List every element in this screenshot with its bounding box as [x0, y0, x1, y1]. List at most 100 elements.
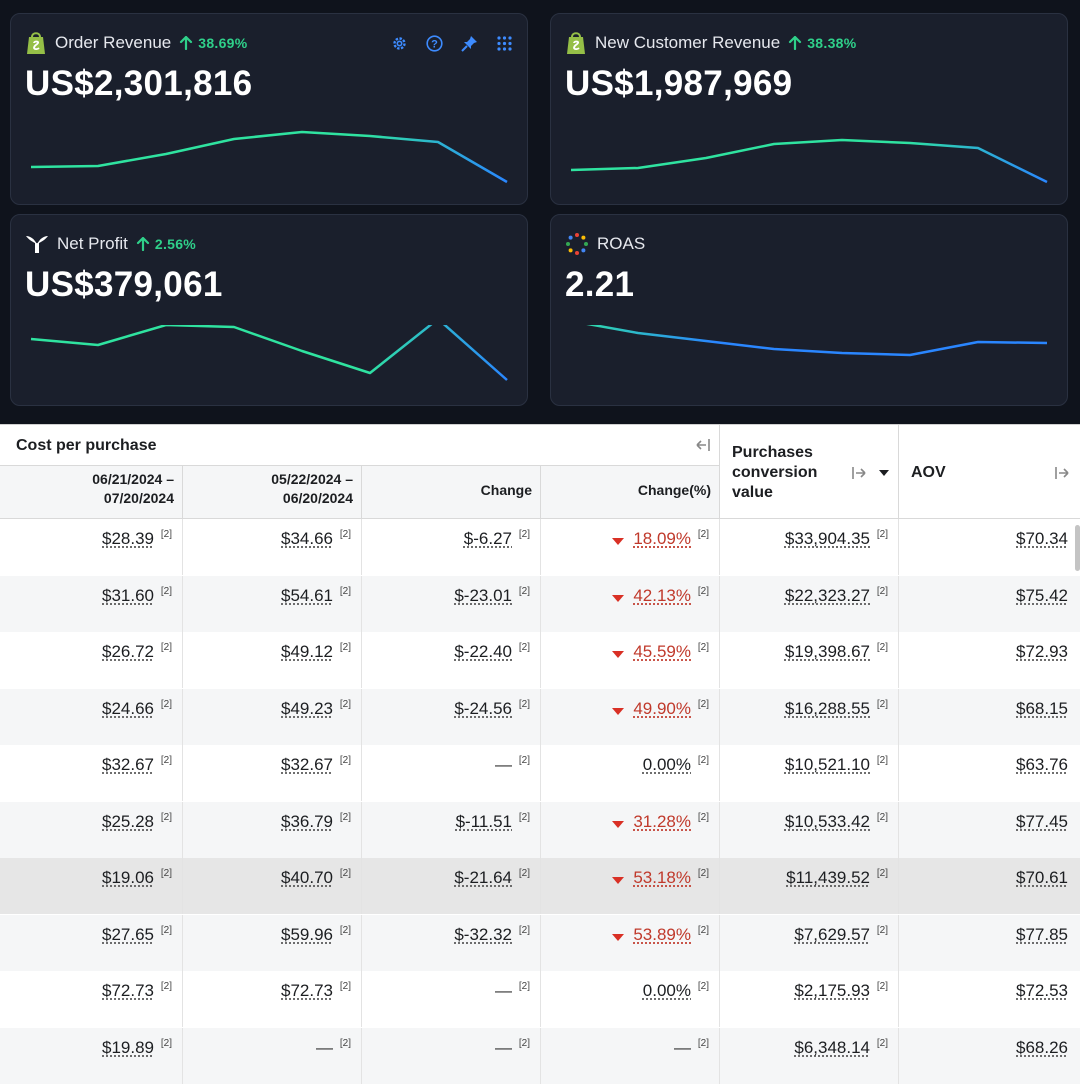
table-row[interactable]: $72.73 [2] $72.73 [2] — [2] 0.00% [2] $2,175.93 [… [0, 971, 1080, 1027]
cell-value[interactable]: $-22.40 [454, 642, 512, 661]
footnote-marker[interactable]: [2] [339, 585, 351, 597]
cell-value[interactable]: 53.89% [633, 924, 691, 944]
footnote-marker[interactable]: [2] [339, 811, 351, 823]
footnote-marker[interactable]: [2] [518, 529, 530, 540]
table-row[interactable]: $19.06 [2] $40.70 [2] $-21.64 [2] 53.18% [2] $11… [0, 858, 1080, 914]
footnote-marker[interactable]: [2] [697, 642, 709, 653]
cell-value[interactable]: $-32.32 [454, 924, 512, 944]
vertical-scrollbar[interactable] [1075, 525, 1080, 571]
footnote-marker[interactable]: [2] [697, 811, 709, 823]
cell-value[interactable]: $26.72 [102, 642, 154, 661]
cell-value[interactable]: $40.70 [281, 868, 333, 887]
footnote-marker[interactable]: [2] [339, 1037, 351, 1049]
table-row[interactable]: $32.67 [2] $32.67 [2] — [2] 0.00% [2] $10,521.10… [0, 745, 1080, 801]
cell-value[interactable]: 53.18% [633, 868, 691, 887]
footnote-marker[interactable]: [2] [160, 981, 172, 992]
cell-value[interactable]: 18.09% [633, 529, 691, 548]
footnote-marker[interactable]: [2] [876, 529, 888, 540]
footnote-marker[interactable]: [2] [518, 811, 530, 823]
cell-value[interactable]: $36.79 [281, 811, 333, 831]
cell-value[interactable]: $7,629.57 [794, 924, 870, 944]
cell-value[interactable]: $-23.01 [454, 585, 512, 605]
cell-value[interactable]: $77.45 [1016, 811, 1068, 831]
order-revenue-card[interactable]: Order Revenue 38.69% ? US$2,301 [10, 13, 528, 205]
cell-value[interactable]: $59.96 [281, 924, 333, 944]
footnote-marker[interactable]: [2] [697, 981, 709, 992]
footnote-marker[interactable]: [2] [339, 755, 351, 766]
cell-value[interactable]: $72.73 [281, 981, 333, 1000]
column-header-purchases-conversion-value[interactable]: Purchases conversion value [720, 425, 899, 519]
footnote-marker[interactable]: [2] [876, 755, 888, 766]
pin-icon[interactable] [461, 35, 478, 52]
help-icon[interactable]: ? [426, 34, 443, 52]
table-row[interactable]: $25.28 [2] $36.79 [2] $-11.51 [2] 31.28% [2] $10… [0, 801, 1080, 858]
cell-value[interactable]: $19,398.67 [784, 642, 870, 661]
footnote-marker[interactable]: [2] [339, 642, 351, 653]
column-header-change[interactable]: Change [362, 466, 541, 519]
table-row[interactable]: $24.66 [2] $49.23 [2] $-24.56 [2] 49.90% [2] $16… [0, 688, 1080, 745]
footnote-marker[interactable]: [2] [518, 981, 530, 992]
column-header-current-period[interactable]: 06/21/2024 – 07/20/2024 [0, 466, 183, 519]
cell-value[interactable]: $77.85 [1016, 924, 1068, 944]
footnote-marker[interactable]: [2] [876, 868, 888, 879]
column-header-previous-period[interactable]: 05/22/2024 – 06/20/2024 [183, 466, 362, 519]
cell-value[interactable]: $10,521.10 [784, 755, 870, 774]
collapse-column-icon[interactable] [695, 437, 711, 453]
cell-value[interactable]: 31.28% [633, 811, 691, 831]
cell-value[interactable]: $32.67 [281, 755, 333, 774]
gear-icon[interactable] [391, 35, 408, 52]
footnote-marker[interactable]: [2] [518, 698, 530, 710]
cell-value[interactable]: $32.67 [102, 755, 154, 774]
footnote-marker[interactable]: [2] [876, 642, 888, 653]
cell-value[interactable]: $72.93 [1016, 642, 1068, 661]
net-profit-card[interactable]: Net Profit 2.56% US$379,061 [10, 214, 528, 406]
footnote-marker[interactable]: [2] [876, 924, 888, 936]
cell-value[interactable]: $-11.51 [455, 811, 512, 831]
cell-value[interactable]: $33,904.35 [784, 529, 870, 548]
column-header-aov[interactable]: AOV [899, 425, 1080, 519]
cell-value[interactable]: $10,533.42 [784, 811, 870, 831]
cell-value[interactable]: 0.00% [642, 981, 691, 1000]
cell-value[interactable]: $75.42 [1016, 585, 1068, 605]
cell-value[interactable]: 49.90% [633, 698, 691, 718]
footnote-marker[interactable]: [2] [697, 585, 709, 597]
sort-descending-icon[interactable] [876, 465, 892, 481]
cell-value[interactable]: $16,288.55 [784, 698, 870, 718]
cell-value[interactable]: $70.34 [1016, 529, 1068, 548]
cell-value[interactable]: $70.61 [1016, 868, 1068, 887]
table-row[interactable]: $19.89 [2] — [2] — [2] — [2] $6,348.14 [2] $68.26 [0, 1027, 1080, 1084]
footnote-marker[interactable]: [2] [697, 1037, 709, 1049]
footnote-marker[interactable]: [2] [697, 698, 709, 710]
footnote-marker[interactable]: [2] [160, 924, 172, 936]
cell-value[interactable]: $49.12 [281, 642, 333, 661]
footnote-marker[interactable]: [2] [876, 698, 888, 710]
footnote-marker[interactable]: [2] [339, 529, 351, 540]
cell-value[interactable]: $72.73 [102, 981, 154, 1000]
footnote-marker[interactable]: [2] [339, 981, 351, 992]
cell-value[interactable]: $19.06 [102, 868, 154, 887]
footnote-marker[interactable]: [2] [876, 981, 888, 992]
footnote-marker[interactable]: [2] [160, 642, 172, 653]
footnote-marker[interactable]: [2] [339, 868, 351, 879]
cell-value[interactable]: $27.65 [102, 924, 154, 944]
table-row[interactable]: $26.72 [2] $49.12 [2] $-22.40 [2] 45.59% [2] $19… [0, 632, 1080, 688]
cell-value[interactable]: $-24.56 [454, 698, 512, 718]
drag-handle-icon[interactable] [496, 35, 513, 52]
footnote-marker[interactable]: [2] [697, 755, 709, 766]
footnote-marker[interactable]: [2] [160, 529, 172, 540]
cell-value[interactable]: $49.23 [281, 698, 333, 718]
footnote-marker[interactable]: [2] [160, 811, 172, 823]
cell-value[interactable]: $63.76 [1016, 755, 1068, 774]
cell-value[interactable]: $24.66 [102, 698, 154, 718]
footnote-marker[interactable]: [2] [518, 585, 530, 597]
footnote-marker[interactable]: [2] [518, 1037, 530, 1049]
footnote-marker[interactable]: [2] [697, 868, 709, 879]
footnote-marker[interactable]: [2] [518, 642, 530, 653]
footnote-marker[interactable]: [2] [160, 755, 172, 766]
footnote-marker[interactable]: [2] [160, 1037, 172, 1049]
new-customer-revenue-card[interactable]: New Customer Revenue 38.38% US$1,987,969 [550, 13, 1068, 205]
footnote-marker[interactable]: [2] [697, 924, 709, 936]
cell-value[interactable]: $11,439.52 [786, 868, 870, 887]
cell-value[interactable]: $34.66 [281, 529, 333, 548]
footnote-marker[interactable]: [2] [160, 868, 172, 879]
